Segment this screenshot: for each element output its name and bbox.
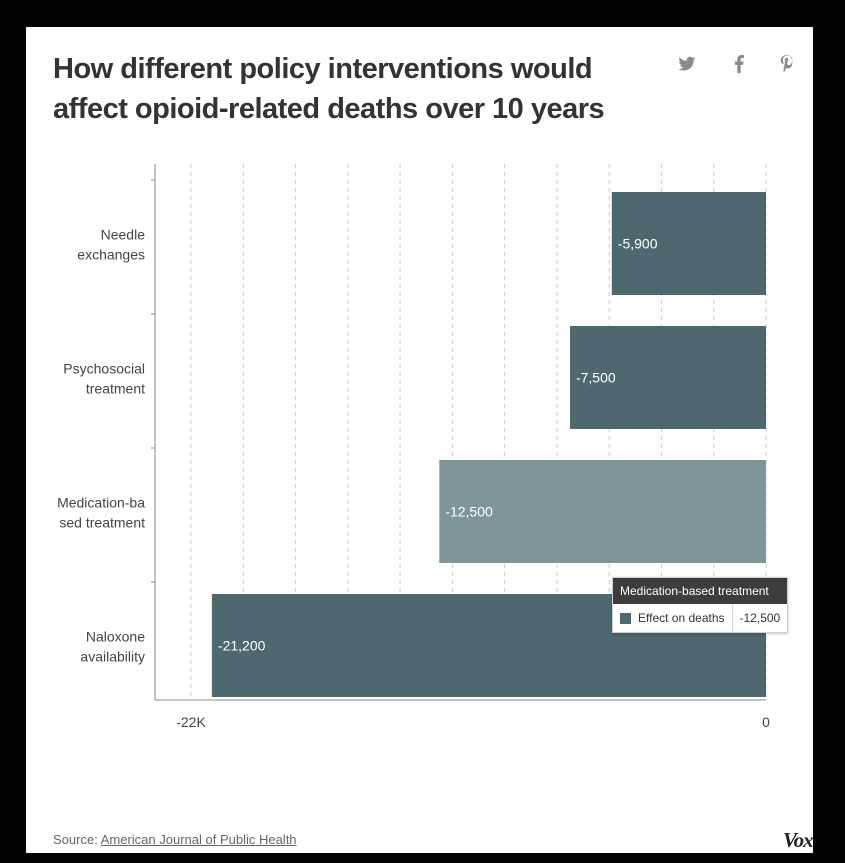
source-note: Source: American Journal of Public Healt… (53, 832, 297, 847)
vox-logo: Vox (783, 828, 814, 852)
source-link[interactable]: American Journal of Public Health (100, 832, 297, 847)
pinterest-icon-glyph (780, 55, 793, 73)
gridlines (190, 164, 767, 700)
bar-value-label: -21,200 (218, 638, 266, 654)
pinterest-icon[interactable] (780, 55, 794, 76)
bar (611, 192, 766, 295)
bar-value-label: -12,500 (445, 504, 493, 520)
bar-value-label: -5,900 (618, 236, 658, 252)
category-label: Medication-ba sed treatment (57, 495, 145, 531)
bar-value-label: -7,500 (576, 370, 616, 386)
chart-tooltip: Medication-based treatment Effect on dea… (612, 577, 789, 633)
category-label-line: Needle (101, 227, 146, 243)
category-label-line: availability (80, 649, 145, 665)
twitter-icon-glyph (678, 56, 696, 71)
category-label-line: exchanges (77, 247, 145, 263)
twitter-icon[interactable] (678, 55, 696, 75)
tooltip-title: Medication-based treatment (613, 578, 788, 604)
bar-chart: -22K 0 -5,900 Needle exchanges -7,500 Psychoso… (57, 164, 770, 731)
bars (211, 192, 767, 697)
category-label-line: Medication-ba (57, 495, 145, 511)
x-tick-label: -22K (176, 714, 206, 730)
category-label-line: treatment (86, 381, 145, 397)
category-label: Naloxone availability (80, 629, 145, 665)
tooltip-value: -12,500 (731, 604, 788, 632)
bar (569, 326, 766, 429)
bar (439, 460, 766, 563)
facebook-icon[interactable] (733, 55, 745, 77)
category-label-line: Psychosocial (63, 361, 145, 377)
labels: -22K 0 -5,900 Needle exchanges -7,500 Psychoso… (57, 227, 770, 731)
axes (151, 164, 766, 701)
facebook-icon-glyph (734, 55, 744, 73)
x-tick-label: 0 (762, 714, 770, 730)
category-label: Needle exchanges (77, 227, 145, 263)
category-label-line: Naloxone (86, 629, 145, 645)
chart-title: How different policy interventions would… (53, 53, 605, 125)
category-label-line: sed treatment (59, 515, 145, 531)
source-prefix: Source: (53, 832, 98, 847)
category-label: Psychosocial treatment (63, 361, 145, 397)
tooltip-series-cell: Effect on deaths (613, 604, 732, 632)
tooltip-series-name: Effect on deaths (638, 611, 725, 625)
tooltip-swatch (620, 612, 631, 624)
tooltip-row: Effect on deaths -12,500 (613, 604, 787, 632)
chart-card: How different policy interventions would… (26, 27, 814, 853)
